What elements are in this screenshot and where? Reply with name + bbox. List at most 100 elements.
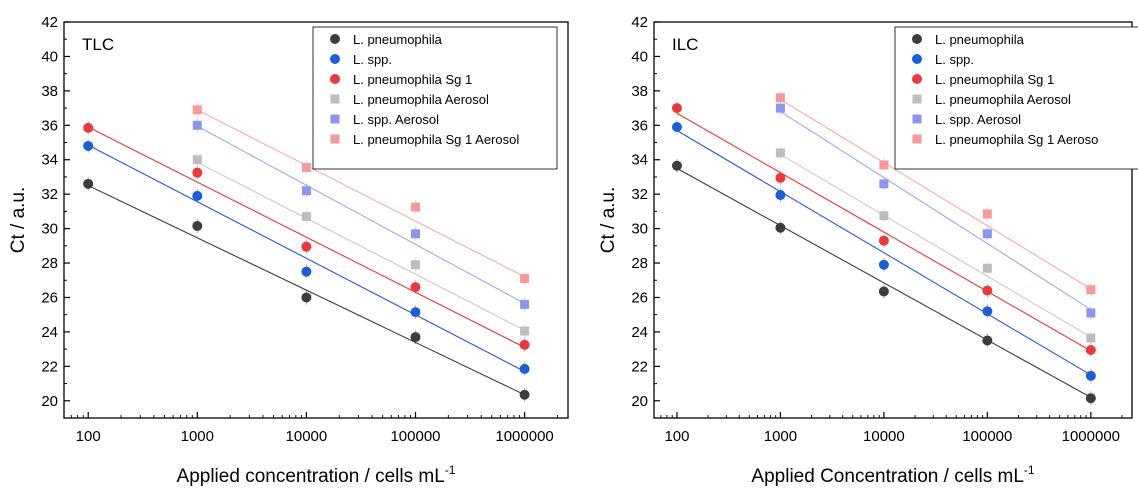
data-point	[1085, 370, 1096, 381]
chart-panel-ilc: 20 22 24 26 28 30 32 34 36 38 40 42 100 1000 10000 1000…	[598, 14, 1138, 487]
data-point	[982, 209, 992, 219]
series-5	[775, 90, 1096, 297]
data-point	[982, 285, 993, 296]
data-point	[192, 155, 202, 165]
fit-line	[87, 144, 525, 373]
data-point	[301, 266, 312, 277]
y-tick-label: 36	[631, 117, 648, 134]
data-point	[301, 241, 312, 252]
y-tick-label: 30	[41, 221, 58, 238]
data-point	[520, 274, 530, 284]
series-3	[192, 152, 530, 339]
series-4	[775, 101, 1096, 320]
data-point	[982, 335, 993, 346]
legend-label: L. spp. Aerosol	[935, 112, 1021, 127]
x-tick-label: 100	[76, 428, 101, 445]
legend-label: L. pneumophila Aerosol	[353, 92, 489, 107]
y-tick-label: 42	[41, 14, 58, 31]
legend-marker	[330, 94, 340, 104]
y-tick-label: 24	[41, 324, 58, 341]
series-0	[83, 176, 530, 402]
data-point	[878, 259, 889, 270]
y-tick-label: 36	[41, 117, 58, 134]
data-point	[301, 162, 311, 172]
legend-marker	[912, 134, 922, 144]
data-point	[301, 212, 311, 222]
data-point	[410, 332, 421, 343]
x-tick-label: 10000	[286, 428, 328, 445]
data-point	[301, 292, 312, 303]
y-tick-label: 22	[631, 358, 648, 375]
fit-line	[87, 126, 525, 348]
data-point	[301, 186, 311, 196]
y-axis-title: Ct / a.u.	[8, 187, 29, 254]
data-point	[775, 190, 786, 201]
x-tick-label: 1000000	[495, 428, 553, 445]
y-tick-label: 26	[41, 289, 58, 306]
data-point	[775, 148, 785, 158]
fit-line	[780, 111, 1092, 310]
legend-label: L. spp.	[935, 52, 974, 67]
chart-panel-tlc: 20 22 24 26 28 30 32 34 36 38 40 42 100 1000 10000 1000…	[8, 14, 569, 487]
fit-line	[197, 125, 525, 304]
data-point	[519, 389, 530, 400]
series-2	[83, 120, 530, 352]
y-tick-label: 34	[41, 152, 58, 169]
y-tick-label: 38	[631, 83, 648, 100]
plot-frame	[63, 21, 569, 419]
y-axis: 20 22 24 26 28 30 32 34 36 38 40 42	[631, 14, 660, 419]
y-tick-label: 32	[631, 186, 648, 203]
y-tick-label: 20	[631, 393, 648, 410]
y-axis-title: Ct / a.u.	[598, 187, 619, 254]
x-tick-label: 100000	[962, 428, 1012, 445]
data-point	[410, 229, 420, 239]
legend-label: L. pneumophila	[935, 32, 1025, 47]
y-tick-label: 40	[41, 48, 58, 65]
legend-label: L. pneumophila Aerosol	[935, 92, 1071, 107]
legend-marker	[330, 54, 340, 64]
data-point	[775, 172, 786, 183]
y-tick-label: 28	[41, 255, 58, 272]
data-point	[1085, 344, 1096, 355]
fit-line	[676, 112, 1092, 352]
legend-marker	[912, 114, 922, 124]
legend-marker	[912, 34, 922, 44]
series-1	[671, 120, 1096, 383]
fit-line	[676, 129, 1092, 376]
legend-label: L. pneumophila	[353, 32, 443, 47]
legend-marker	[330, 134, 340, 144]
data-point	[520, 326, 530, 336]
series-2	[671, 101, 1096, 357]
fit-line	[87, 185, 525, 396]
legend-marker	[330, 34, 340, 44]
y-axis: 20 22 24 26 28 30 32 34 36 38 40 42	[41, 14, 70, 419]
legend-label: L. pneumophila Sg 1	[935, 72, 1054, 87]
data-point	[1086, 333, 1096, 343]
x-tick-label: 100	[664, 428, 689, 445]
plot-frame	[653, 21, 1133, 419]
data-point	[982, 306, 993, 317]
y-tick-label: 40	[631, 48, 648, 65]
legend-label: L. spp.	[353, 52, 392, 67]
legend-label: L. pneumophila Sg 1 Aeroso	[935, 132, 1098, 147]
data-point	[192, 120, 202, 130]
data-point	[879, 211, 889, 221]
legend-label: L. pneumophila Sg 1	[353, 72, 472, 87]
y-tick-label: 32	[41, 186, 58, 203]
y-tick-label: 30	[631, 221, 648, 238]
fit-line	[197, 161, 525, 331]
legend-marker	[330, 114, 340, 124]
data-point	[775, 93, 785, 103]
legend-marker	[912, 54, 922, 64]
y-tick-label: 28	[631, 255, 648, 272]
data-point	[671, 103, 682, 114]
fit-line	[780, 154, 1092, 338]
x-tick-label: 1000	[181, 428, 214, 445]
y-tick-label: 22	[41, 358, 58, 375]
data-point	[83, 122, 94, 133]
x-axis: 100 1000 10000 100000 1000000	[70, 412, 558, 445]
data-point	[410, 260, 420, 270]
data-point	[410, 202, 420, 212]
x-axis-title: Applied concentration / cells mL-1	[177, 463, 456, 487]
